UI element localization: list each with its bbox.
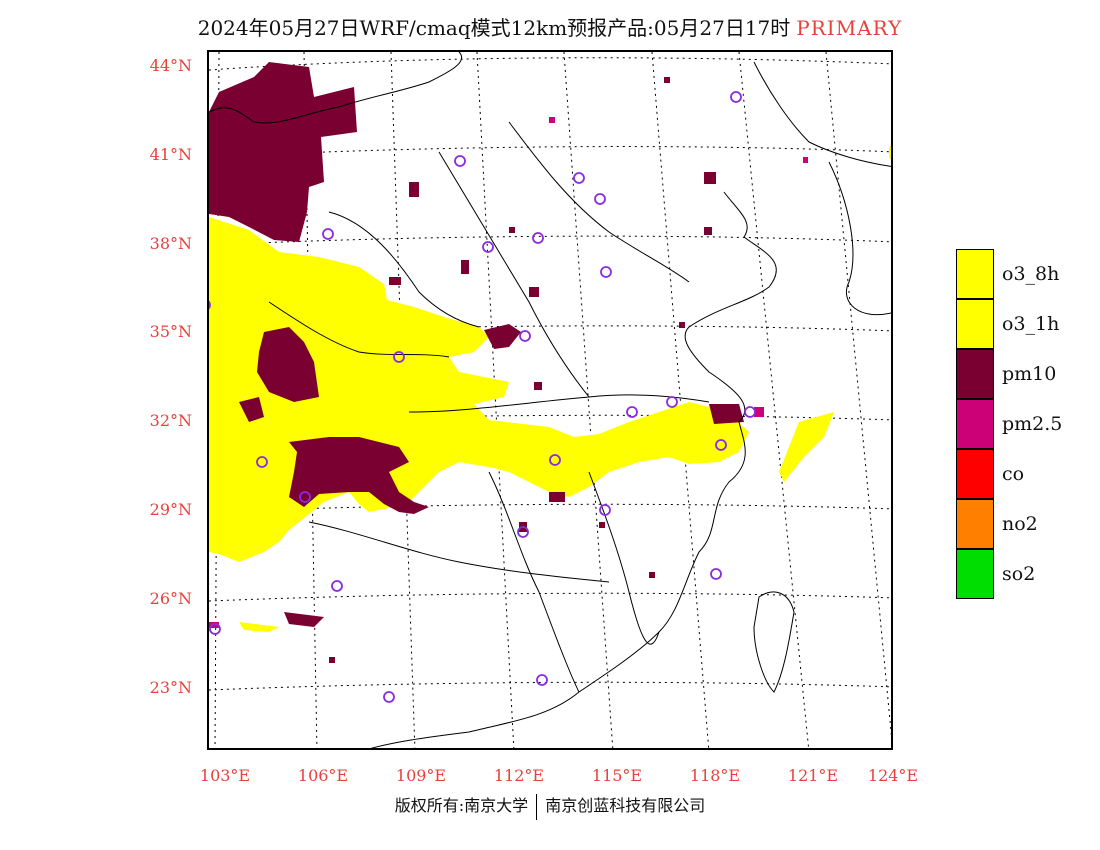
lon-label-124: 124°E: [867, 766, 919, 785]
meridian-109: [390, 52, 416, 748]
north-border: [209, 52, 462, 124]
lat-label-41: 41°N: [149, 145, 192, 164]
station-marker: [482, 241, 494, 253]
parallel-38: [209, 235, 891, 246]
station-marker: [393, 351, 405, 363]
station-marker: [744, 406, 756, 418]
province-2: [308, 521, 610, 583]
coastline: [370, 191, 777, 748]
title-tag: PRIMARY: [796, 16, 903, 40]
station-marker: [600, 266, 612, 278]
province-1: [268, 301, 450, 358]
station-marker: [331, 580, 343, 592]
station-marker: [549, 454, 561, 466]
province-4: [588, 471, 660, 645]
legend-swatch: [956, 499, 994, 549]
station-marker: [322, 228, 334, 240]
title-main: 2024年05月27日WRF/cmaq模式12km预报产品:05月27日17时: [197, 16, 791, 40]
graticule: [209, 52, 891, 748]
lon-label-121: 121°E: [787, 766, 839, 785]
station-marker: [532, 232, 544, 244]
lat-label-35: 35°N: [149, 322, 192, 341]
meridian-124: [825, 52, 891, 737]
meridian-121: [738, 52, 810, 748]
northeast-border: [753, 61, 891, 167]
station-marker: [573, 172, 585, 184]
copyright-right: 南京创蓝科技有限公司: [545, 796, 706, 815]
legend-item-co: co: [956, 449, 1076, 499]
legend-item-so2: so2: [956, 549, 1076, 599]
station-marker: [710, 568, 722, 580]
station-marker: [517, 526, 529, 538]
legend-item-o3-8h: o3_8h: [956, 249, 1076, 299]
lat-label-44: 44°N: [149, 56, 192, 75]
legend-label: pm2.5: [1002, 413, 1063, 435]
station-marker: [209, 623, 221, 635]
station-marker: [383, 691, 395, 703]
pollutant-specks: [209, 77, 808, 663]
legend-swatch: [956, 549, 994, 599]
legend: o3_8h o3_1h pm10 pm2.5 co no2 so2: [956, 249, 1076, 599]
meridian-115: [563, 52, 614, 748]
legend-label: o3_8h: [1002, 263, 1060, 285]
lon-label-103: 103°E: [199, 766, 251, 785]
map-canvas: [209, 52, 891, 748]
meridian-103: [214, 52, 220, 748]
yellow-river-border: [328, 211, 480, 328]
legend-swatch: [956, 249, 994, 299]
station-marker: [730, 91, 742, 103]
parallel-44: [209, 57, 891, 71]
station-marker: [454, 155, 466, 167]
lat-label-32: 32°N: [149, 411, 192, 430]
legend-label: so2: [1002, 563, 1036, 585]
lon-label-106: 106°E: [297, 766, 349, 785]
station-marker: [626, 406, 638, 418]
lon-label-112: 112°E: [493, 766, 545, 785]
lat-label-29: 29°N: [149, 500, 192, 519]
province-3: [488, 471, 580, 693]
lon-label-115: 115°E: [591, 766, 643, 785]
legend-item-no2: no2: [956, 499, 1076, 549]
legend-label: o3_1h: [1002, 313, 1060, 335]
station-marker: [666, 396, 678, 408]
station-marker: [299, 491, 311, 503]
lat-label-26: 26°N: [149, 589, 192, 608]
station-marker: [599, 504, 611, 516]
lat-label-23: 23°N: [149, 678, 192, 697]
station-marker: [536, 674, 548, 686]
province-6: [508, 121, 690, 283]
copyright-footer: 版权所有:南京大学 南京创蓝科技有限公司: [0, 792, 1100, 820]
station-marker: [256, 456, 268, 468]
legend-swatch: [956, 349, 994, 399]
map-panel[interactable]: [207, 50, 893, 750]
legend-item-pm10: pm10: [956, 349, 1076, 399]
pm10-region: [209, 62, 744, 627]
lon-label-118: 118°E: [689, 766, 741, 785]
station-marker: [594, 193, 606, 205]
taiwan: [753, 591, 795, 693]
legend-label: co: [1002, 463, 1025, 485]
boundaries: [209, 52, 891, 748]
korea-coast: [828, 161, 891, 316]
footer-divider: [536, 793, 538, 820]
station-marker: [519, 330, 531, 342]
legend-swatch: [956, 299, 994, 349]
legend-item-pm25: pm2.5: [956, 399, 1076, 449]
map-title: 2024年05月27日WRF/cmaq模式12km预报产品:05月27日17时 P…: [0, 12, 1100, 41]
legend-label: pm10: [1002, 363, 1057, 385]
station-marker: [715, 439, 727, 451]
copyright-left: 版权所有:南京大学: [394, 796, 529, 815]
legend-swatch: [956, 399, 994, 449]
province-5: [438, 151, 590, 398]
legend-item-o3-1h: o3_1h: [956, 299, 1076, 349]
parallel-26: [209, 592, 891, 602]
lon-label-109: 109°E: [395, 766, 447, 785]
meridian-106: [303, 52, 318, 748]
legend-label: no2: [1002, 513, 1038, 535]
lat-label-38: 38°N: [149, 234, 192, 253]
legend-swatch: [956, 449, 994, 499]
station-marker: [209, 300, 211, 310]
parallel-23: [209, 681, 891, 691]
station-markers: [209, 91, 756, 703]
